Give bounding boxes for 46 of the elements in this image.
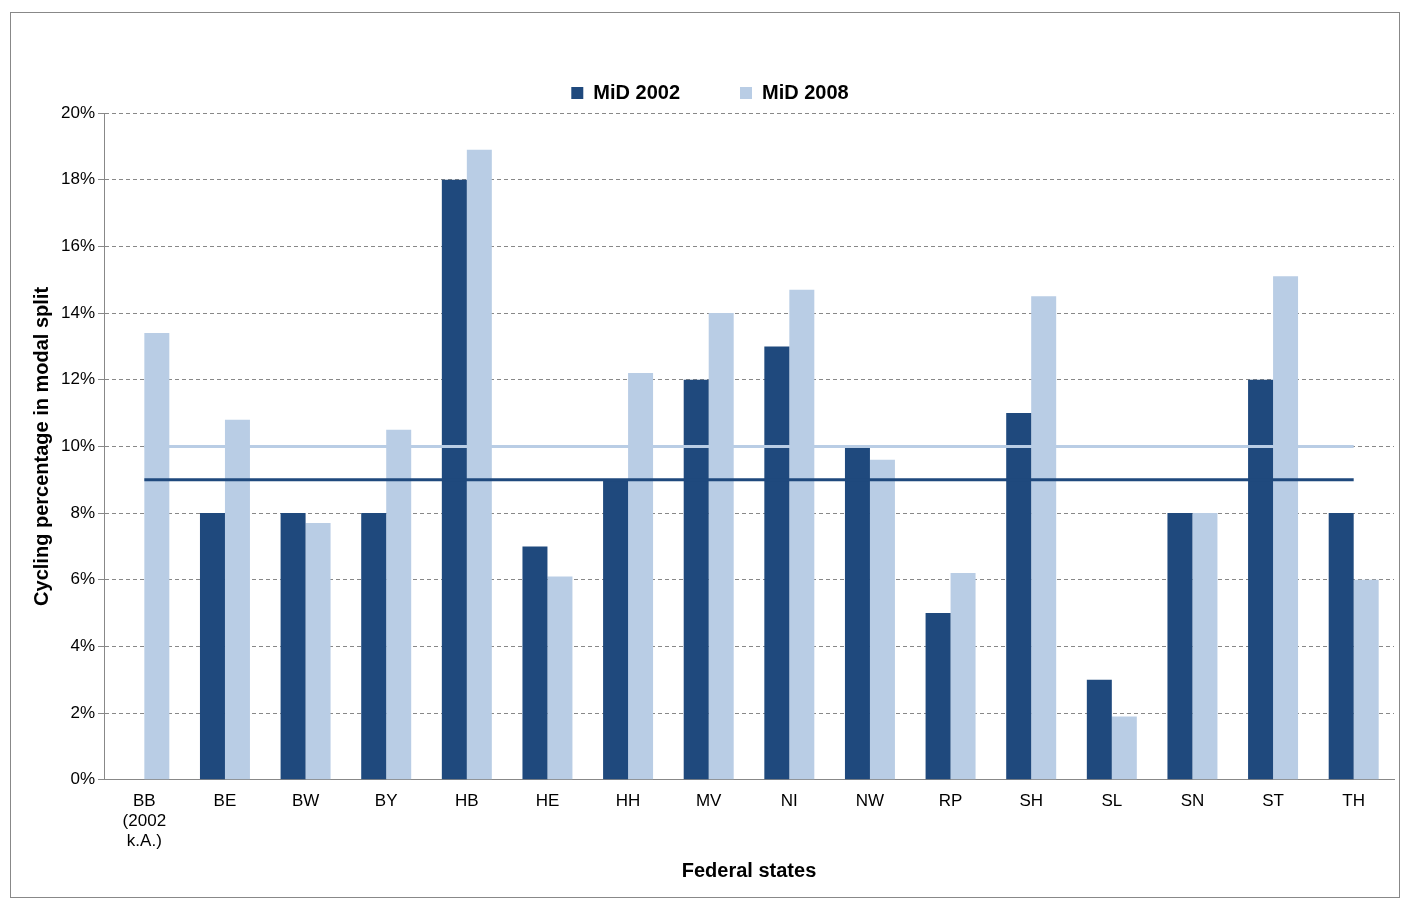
bar (925, 613, 951, 780)
y-tick-label: 10% (60, 436, 96, 456)
x-tick-label: SH (1019, 790, 1044, 810)
x-tick-label: NW (855, 790, 885, 810)
x-tick-label: BW (291, 790, 320, 810)
bar (280, 513, 306, 780)
x-tick-label: SL (1101, 790, 1123, 810)
x-tick-label: RP (938, 790, 963, 810)
x-tick-label: ST (1262, 790, 1284, 810)
y-axis-title: Cycling percentage in modal split (29, 286, 52, 606)
x-tick-label: MV (695, 790, 723, 810)
x-tick-label: BB (2002 k.A.) (122, 790, 167, 851)
x-tick-label: TH (1342, 790, 1366, 810)
y-tick-label: 2% (70, 702, 96, 722)
x-tick-label: NI (780, 790, 798, 810)
x-tick-label: BE (213, 790, 237, 810)
x-tick-label: SN (1180, 790, 1205, 810)
y-tick-label: 4% (70, 636, 96, 656)
y-tick-label: 14% (60, 302, 96, 322)
bar (1086, 679, 1112, 780)
bar (361, 513, 387, 780)
bar (869, 459, 895, 780)
x-tick-label: HH (615, 790, 641, 810)
bar (1111, 716, 1137, 780)
bar (547, 576, 573, 780)
y-tick-label: 0% (70, 769, 96, 789)
y-tick-label: 6% (70, 569, 96, 589)
bar (1167, 513, 1193, 780)
y-tick-label: 8% (70, 502, 96, 522)
y-tick-label: 12% (60, 369, 96, 389)
bar (1353, 579, 1379, 780)
bar (522, 546, 548, 780)
bar (1328, 513, 1354, 780)
bar (1192, 513, 1218, 780)
x-tick-label: HB (455, 790, 479, 810)
legend-label: MiD 2002 (593, 80, 681, 103)
y-tick-label: 20% (60, 102, 96, 122)
x-axis-title: Federal states (681, 858, 817, 881)
y-tick-label: 16% (60, 236, 96, 256)
bar (199, 513, 225, 780)
y-tick-label: 18% (60, 169, 96, 189)
x-tick-label: HE (535, 790, 560, 810)
legend-label: MiD 2008 (762, 80, 849, 103)
bar (305, 523, 331, 780)
bar (950, 573, 976, 780)
x-tick-label: BY (374, 790, 398, 810)
